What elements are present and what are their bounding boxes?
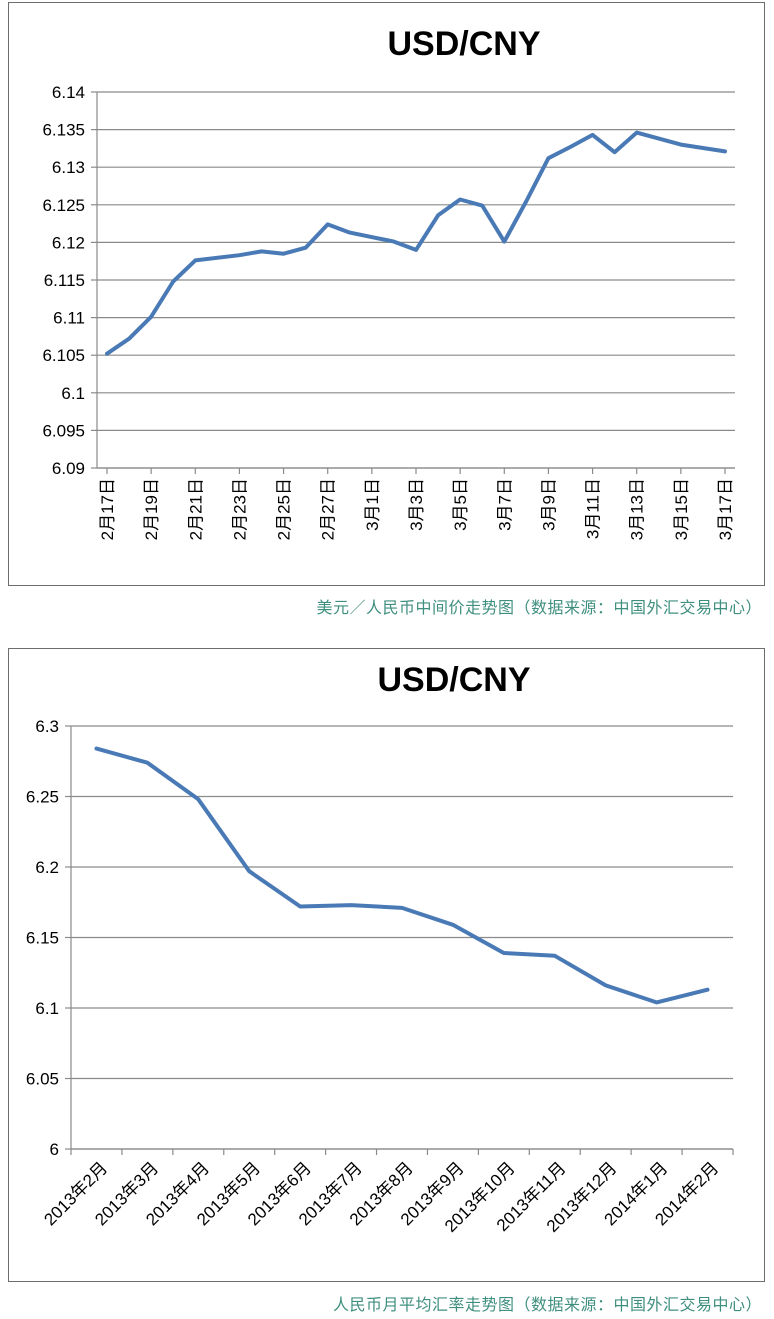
series-line xyxy=(105,130,727,356)
series-line xyxy=(94,746,710,1005)
y-tick-label: 6.11 xyxy=(53,309,85,328)
x-tick-label: 3月15日 xyxy=(672,478,691,540)
x-tick-label: 2月17日 xyxy=(98,478,117,540)
x-tick-label: 3月5日 xyxy=(451,478,470,531)
y-tick-label: 6.1 xyxy=(61,384,85,403)
y-tick-label: 6.125 xyxy=(42,196,85,215)
x-tick-label: 3月7日 xyxy=(495,478,514,531)
daily-rate-chart: USD/CNY 6.14 6.135 6.13 6.125 6.12 6.115 6.11 6.… xyxy=(42,25,735,540)
x-tick-label: 2月19日 xyxy=(142,478,161,540)
y-tick-label: 6.3 xyxy=(35,717,59,736)
x-tick-label: 3月17日 xyxy=(716,478,735,540)
x-tick-label: 3月11日 xyxy=(584,478,603,539)
y-tick-label: 6.105 xyxy=(42,346,85,365)
chart-title: USD/CNY xyxy=(387,25,540,63)
y-tick-label: 6.115 xyxy=(44,271,85,290)
y-tick-label: 6 xyxy=(50,1140,59,1159)
y-tick-label: 6.09 xyxy=(52,459,85,478)
daily-chart-caption: 美元／人民币中间价走势图（数据来源：中国外汇交易中心） xyxy=(316,598,762,617)
x-tick-label: 3月1日 xyxy=(363,478,382,531)
y-tick-label: 6.1 xyxy=(35,999,59,1018)
x-tick-label: 3月9日 xyxy=(539,478,558,531)
y-tick-label: 6.095 xyxy=(42,421,85,440)
y-tick-label: 6.2 xyxy=(35,858,59,877)
x-tick-label: 2月21日 xyxy=(186,478,205,540)
monthly-rate-chart: USD/CNY6.36.256.26.156.16.0562013年2月2013… xyxy=(26,661,734,1236)
y-tick-label: 6.12 xyxy=(52,233,85,252)
x-tick-label: 3月3日 xyxy=(407,478,426,531)
chart-title: USD/CNY xyxy=(377,661,530,699)
y-tick-label: 6.15 xyxy=(26,929,59,948)
y-tick-label: 6.14 xyxy=(52,83,85,102)
x-tick-label: 3月13日 xyxy=(628,478,647,540)
x-tick-label: 2月27日 xyxy=(319,478,338,540)
monthly-chart-caption: 人民币月平均汇率走势图（数据来源：中国外汇交易中心） xyxy=(332,1295,762,1314)
y-tick-label: 6.135 xyxy=(42,121,85,140)
x-tick-label: 2月25日 xyxy=(275,478,294,540)
y-tick-label: 6.13 xyxy=(52,158,85,177)
y-tick-label: 6.05 xyxy=(26,1070,59,1089)
monthly-rate-chart-panel: USD/CNY 6.3 6.25 6.2 6.15 6.1 6.05 6 2013年2月 2013… xyxy=(8,648,765,1282)
daily-rate-chart-panel: USD/CNY 6.14 6.135 6.13 6.125 6.12 6.115 6.11 6.… xyxy=(8,2,765,586)
y-tick-label: 6.25 xyxy=(26,788,59,807)
x-tick-label: 2月23日 xyxy=(230,478,249,540)
